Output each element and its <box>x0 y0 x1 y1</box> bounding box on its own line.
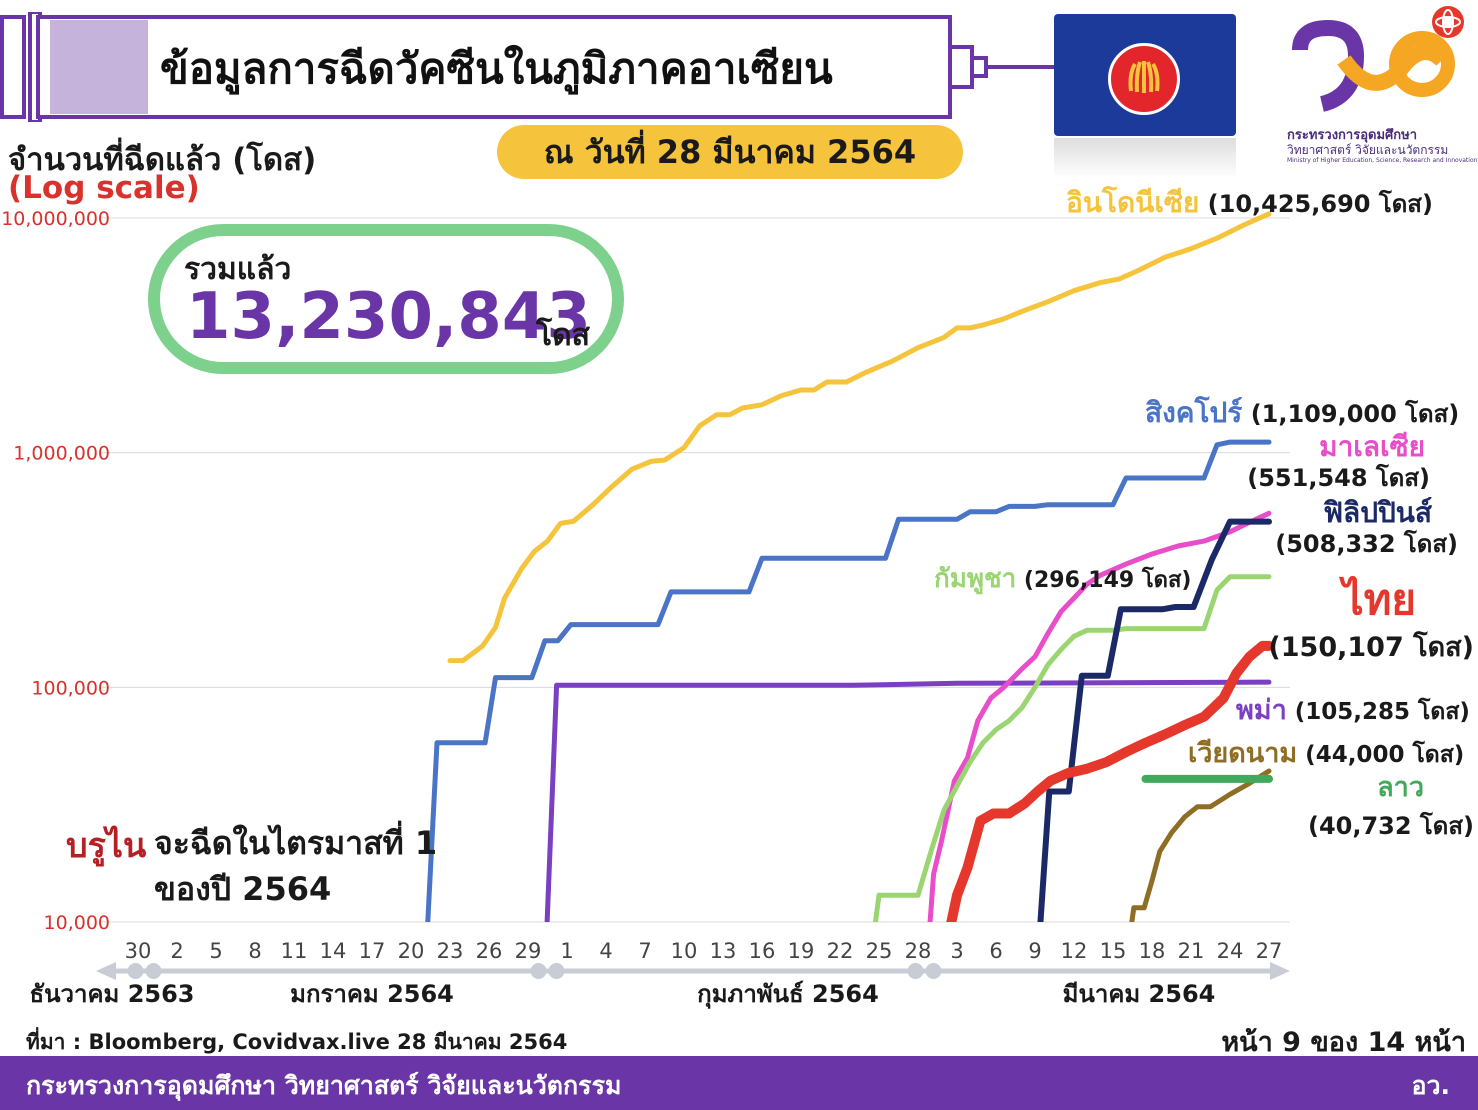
y-axis-label: จำนวนที่ฉีดแล้ว (โดส) <box>8 142 317 178</box>
log-scale-label: (Log scale) <box>8 170 200 206</box>
y-tick-label: 100,000 <box>31 677 110 699</box>
series-line-vietnam <box>1129 768 1272 922</box>
ministry-logo-icon <box>1292 6 1464 112</box>
x-tick-label: 4 <box>599 939 612 963</box>
series-label-indonesia: อินโดนีเซีย (10,425,690 โดส) <box>1066 185 1433 219</box>
logo-ministry-english: Ministry of Higher Education, Science, R… <box>1287 157 1478 164</box>
x-tick-label: 30 <box>125 939 152 963</box>
syringe-needle <box>986 65 1056 69</box>
total-box <box>148 224 624 374</box>
logo-ministry-name-2: วิทยาศาสตร์ วิจัยและนวัตกรรม <box>1287 143 1449 157</box>
x-tick-labels: 30 2 5 8 11 14 17 20 23 26 29 1 4 7 10 13 16 19 22 25 28 3 6 9 1… <box>125 939 1283 963</box>
series-label-laos: (40,732 โดส) <box>1308 811 1474 840</box>
page-number: หน้า 9 ของ 14 หน้า <box>1221 1027 1466 1058</box>
series-label-cambodia: กัมพูชา (296,149 โดส) <box>934 564 1191 595</box>
month-label: กุมภาพันธ์ 2564 <box>697 980 879 1010</box>
brunei-label: บรูไน <box>66 826 147 866</box>
x-tick-label: 7 <box>638 939 651 963</box>
x-tick-label: 23 <box>437 939 464 963</box>
x-tick-label: 6 <box>989 939 1002 963</box>
x-tick-label: 28 <box>905 939 932 963</box>
footer-abbreviation: อว. <box>1411 1071 1450 1100</box>
series-label-malaysia: มาเลเซีย <box>1319 430 1425 463</box>
x-axis-arrow-left <box>96 962 116 980</box>
y-tick-labels: 10,000 100,000 1,000,000 10,000,000 <box>1 208 110 934</box>
flag-reflection <box>1054 138 1236 178</box>
brunei-note-line2: ของปี 2564 <box>154 870 332 908</box>
series-label-singapore: สิงคโปร์ (1,109,000 โดส) <box>1145 395 1459 429</box>
month-divider-dot <box>530 963 547 979</box>
x-tick-label: 16 <box>749 939 776 963</box>
series-label-thailand: ไทย <box>1339 575 1416 624</box>
month-divider-dot <box>548 963 565 979</box>
series-label-philippines: (508,332 โดส) <box>1275 529 1458 558</box>
x-tick-label: 1 <box>560 939 573 963</box>
x-tick-label: 14 <box>320 939 347 963</box>
month-divider-dot <box>925 963 942 979</box>
month-label: มกราคม 2564 <box>290 980 454 1008</box>
series-lines <box>425 211 1274 922</box>
x-tick-label: 5 <box>209 939 222 963</box>
month-divider-dot <box>127 963 144 979</box>
month-divider-dot <box>145 963 162 979</box>
series-label-thailand: (150,107 โดส) <box>1268 630 1474 663</box>
month-label: ธันวาคม 2563 <box>29 980 194 1008</box>
x-tick-label: 11 <box>281 939 308 963</box>
x-tick-label: 15 <box>1100 939 1127 963</box>
x-tick-label: 12 <box>1061 939 1088 963</box>
x-axis <box>96 962 1290 980</box>
total-label: รวมแล้ว <box>184 252 292 287</box>
source-note: ที่มา : Bloomberg, Covidvax.live 28 มีนา… <box>26 1030 568 1054</box>
series-line-singapore <box>425 439 1272 922</box>
asean-emblem-icon <box>1108 43 1180 115</box>
footer-ministry: กระทรวงการอุดมศึกษา วิทยาศาสตร์ วิจัยและ… <box>26 1071 622 1100</box>
series-label-vietnam: เวียดนาม (44,000 โดส) <box>1188 738 1464 769</box>
series-label-laos: ลาว <box>1377 772 1424 803</box>
page-title: ข้อมูลการฉีดวัคซีนในภูมิภาคอาเซียน <box>160 44 833 93</box>
series-label-myanmar: พม่า (105,285 โดส) <box>1236 695 1470 726</box>
x-tick-label: 26 <box>476 939 503 963</box>
x-tick-label: 21 <box>1178 939 1205 963</box>
x-tick-label: 22 <box>827 939 854 963</box>
x-tick-label: 9 <box>1028 939 1041 963</box>
y-tick-label: 10,000,000 <box>1 208 110 230</box>
total-value: 13,230,843 <box>186 280 591 354</box>
series-line-cambodia <box>872 574 1272 922</box>
syringe-graphic <box>0 12 990 122</box>
series-line-indonesia <box>447 211 1272 664</box>
x-tick-label: 29 <box>515 939 542 963</box>
month-label: มีนาคม 2564 <box>1063 980 1216 1008</box>
footer-bar <box>0 1056 1478 1110</box>
x-tick-label: 10 <box>671 939 698 963</box>
month-labels: ธันวาคม 2563 มกราคม 2564 กุมภาพันธ์ 2564 มี… <box>29 980 1215 1010</box>
x-tick-label: 19 <box>788 939 815 963</box>
total-unit: โดส <box>536 318 590 353</box>
date-badge: ณ วันที่ 28 มีนาคม 2564 <box>497 125 963 179</box>
series-labels: อินโดนีเซีย (10,425,690 โดส) สิงคโปร์ (1,… <box>934 185 1474 840</box>
x-tick-label: 25 <box>866 939 893 963</box>
logo-ministry-name: กระทรวงการอุดมศึกษา <box>1287 128 1417 143</box>
series-line-malaysia <box>927 510 1272 922</box>
x-tick-label: 18 <box>1139 939 1166 963</box>
series-line-philippines <box>1037 518 1272 922</box>
x-tick-label: 13 <box>710 939 737 963</box>
x-tick-label: 20 <box>398 939 425 963</box>
series-line-myanmar <box>544 679 1272 922</box>
series-line-thailand <box>946 640 1274 922</box>
series-label-philippines: ฟิลิปปินส์ <box>1323 496 1433 529</box>
y-tick-label: 10,000 <box>44 912 110 934</box>
x-tick-label: 24 <box>1217 939 1244 963</box>
x-tick-label: 2 <box>170 939 183 963</box>
y-tick-label: 1,000,000 <box>13 443 110 465</box>
month-divider-dot <box>907 963 924 979</box>
x-tick-label: 8 <box>248 939 261 963</box>
x-axis-arrow-right <box>1270 962 1290 980</box>
x-tick-label: 3 <box>950 939 963 963</box>
x-tick-label: 27 <box>1256 939 1283 963</box>
brunei-note-line1: จะฉีดในไตรมาสที่ 1 <box>154 824 438 862</box>
x-tick-label: 17 <box>359 939 386 963</box>
series-label-malaysia: (551,548 โดส) <box>1247 463 1430 492</box>
